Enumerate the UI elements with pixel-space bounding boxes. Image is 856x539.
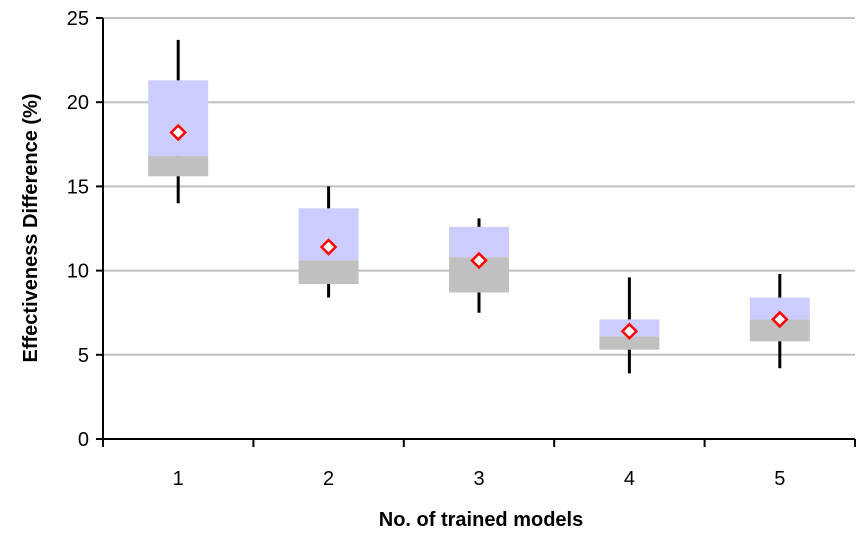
box-upper — [148, 80, 209, 157]
box-2 — [298, 186, 359, 298]
mean-marker — [319, 238, 338, 256]
box-lower — [599, 336, 660, 350]
y-tick-label: 20 — [67, 92, 89, 114]
x-axis-title: No. of trained models — [379, 509, 583, 531]
x-tick-label: 2 — [323, 468, 334, 490]
box-series — [148, 39, 810, 374]
mean-marker — [470, 251, 488, 270]
y-tick-label: 10 — [67, 261, 89, 283]
mean-marker — [620, 322, 639, 340]
axes — [96, 17, 856, 447]
y-tick-label: 5 — [78, 345, 89, 367]
box-5 — [749, 273, 810, 369]
box-lower — [749, 319, 810, 342]
y-axis-title: Effectiveness Difference (%) — [20, 94, 42, 363]
box-1 — [148, 39, 209, 204]
y-tick-label: 0 — [78, 429, 89, 451]
x-tick-label: 1 — [173, 468, 184, 490]
mean-marker — [169, 123, 187, 142]
y-tick-label: 15 — [67, 176, 89, 198]
box-lower — [298, 260, 359, 285]
grid-lines — [103, 17, 855, 356]
box-upper — [749, 297, 810, 320]
box-3 — [449, 218, 509, 313]
box-4 — [599, 277, 660, 374]
x-tick-labels: 1 2 3 4 5 — [173, 468, 786, 490]
box-lower — [148, 156, 209, 177]
y-tick-label: 25 — [67, 8, 89, 30]
mean-marker — [771, 310, 789, 329]
x-tick-label: 4 — [624, 468, 635, 490]
y-tick-labels: 0 5 10 15 20 25 — [67, 8, 89, 451]
x-tick-label: 3 — [473, 468, 484, 490]
x-tick-label: 5 — [774, 468, 785, 490]
